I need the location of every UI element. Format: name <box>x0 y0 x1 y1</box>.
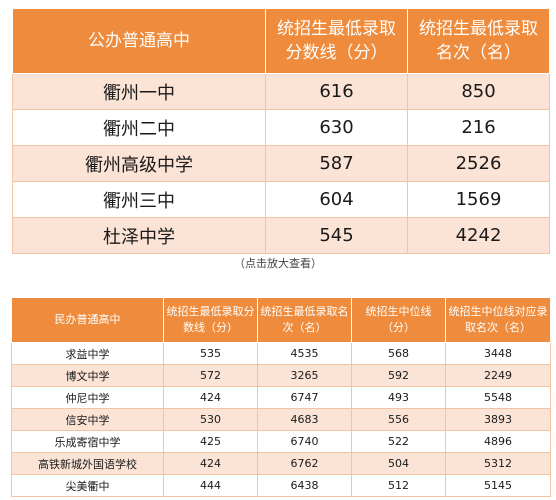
private-header-school: 民办普通高中 <box>11 297 164 343</box>
median-rank: 3893 <box>445 408 551 431</box>
min-score: 424 <box>163 386 258 409</box>
min-score: 630 <box>265 109 408 146</box>
zoom-hint-caption: （点击放大查看） <box>234 257 322 270</box>
median-rank: 5312 <box>445 452 551 475</box>
school-name: 高铁新城外国语学校 <box>11 452 164 475</box>
school-name: 尖美衢中 <box>11 474 164 497</box>
public-header-min-rank: 统招生最低录取名次（名） <box>407 8 550 74</box>
table-row: 求益中学 535 4535 568 3448 <box>11 342 551 365</box>
table-row: 衢州二中 630 216 <box>12 109 550 146</box>
private-header-median-rank: 统招生中位线对应录取名次（名） <box>445 297 551 343</box>
median-rank: 2249 <box>445 364 551 387</box>
min-score: 616 <box>265 73 408 110</box>
min-rank: 4683 <box>257 408 352 431</box>
public-high-school-table: 公办普通高中 统招生最低录取分数线（分） 统招生最低录取名次（名） 衢州一中 6… <box>12 8 550 254</box>
school-name: 仲尼中学 <box>11 386 164 409</box>
min-score: 530 <box>163 408 258 431</box>
median-rank: 4896 <box>445 430 551 453</box>
median-score: 568 <box>351 342 446 365</box>
median-score: 504 <box>351 452 446 475</box>
table-row: 仲尼中学 424 6747 493 5548 <box>11 386 551 409</box>
min-rank: 6438 <box>257 474 352 497</box>
public-table-header-row: 公办普通高中 统招生最低录取分数线（分） 统招生最低录取名次（名） <box>12 8 550 74</box>
min-rank: 2526 <box>407 145 550 182</box>
median-rank: 3448 <box>445 342 551 365</box>
private-header-min-rank: 统招生最低录取名次（名） <box>257 297 352 343</box>
table-row: 乐成寄宿中学 425 6740 522 4896 <box>11 430 551 453</box>
min-score: 587 <box>265 145 408 182</box>
table-row: 高铁新城外国语学校 424 6762 504 5312 <box>11 452 551 475</box>
median-rank: 5145 <box>445 474 551 497</box>
school-name: 信安中学 <box>11 408 164 431</box>
table-row: 衢州三中 604 1569 <box>12 181 550 218</box>
min-rank: 216 <box>407 109 550 146</box>
table-row: 衢州高级中学 587 2526 <box>12 145 550 182</box>
school-name: 博文中学 <box>11 364 164 387</box>
median-rank: 5548 <box>445 386 551 409</box>
min-score: 545 <box>265 217 408 254</box>
min-rank: 6740 <box>257 430 352 453</box>
table-row: 衢州一中 616 850 <box>12 73 550 110</box>
min-rank: 4535 <box>257 342 352 365</box>
private-high-school-table: 民办普通高中 统招生最低录取分数线（分） 统招生最低录取名次（名） 统招生中位线… <box>11 297 551 497</box>
min-rank: 4242 <box>407 217 550 254</box>
school-name: 衢州高级中学 <box>12 145 266 182</box>
min-rank: 6762 <box>257 452 352 475</box>
min-rank: 1569 <box>407 181 550 218</box>
school-name: 衢州二中 <box>12 109 266 146</box>
median-score: 493 <box>351 386 446 409</box>
public-header-school: 公办普通高中 <box>12 8 266 74</box>
min-score: 444 <box>163 474 258 497</box>
table-row: 尖美衢中 444 6438 512 5145 <box>11 474 551 497</box>
min-rank: 850 <box>407 73 550 110</box>
school-name: 求益中学 <box>11 342 164 365</box>
school-name: 杜泽中学 <box>12 217 266 254</box>
min-score: 425 <box>163 430 258 453</box>
public-header-min-score: 统招生最低录取分数线（分） <box>265 8 408 74</box>
table-row: 博文中学 572 3265 592 2249 <box>11 364 551 387</box>
median-score: 512 <box>351 474 446 497</box>
min-score: 424 <box>163 452 258 475</box>
table-row: 信安中学 530 4683 556 3893 <box>11 408 551 431</box>
private-header-min-score: 统招生最低录取分数线（分） <box>163 297 258 343</box>
min-rank: 3265 <box>257 364 352 387</box>
school-name: 衢州一中 <box>12 73 266 110</box>
median-score: 522 <box>351 430 446 453</box>
private-table-header-row: 民办普通高中 统招生最低录取分数线（分） 统招生最低录取名次（名） 统招生中位线… <box>11 297 551 343</box>
min-score: 535 <box>163 342 258 365</box>
min-score: 572 <box>163 364 258 387</box>
school-name: 乐成寄宿中学 <box>11 430 164 453</box>
school-name: 衢州三中 <box>12 181 266 218</box>
median-score: 556 <box>351 408 446 431</box>
table-row: 杜泽中学 545 4242 <box>12 217 550 254</box>
min-rank: 6747 <box>257 386 352 409</box>
median-score: 592 <box>351 364 446 387</box>
min-score: 604 <box>265 181 408 218</box>
private-header-median-score: 统招生中位线（分） <box>351 297 446 343</box>
